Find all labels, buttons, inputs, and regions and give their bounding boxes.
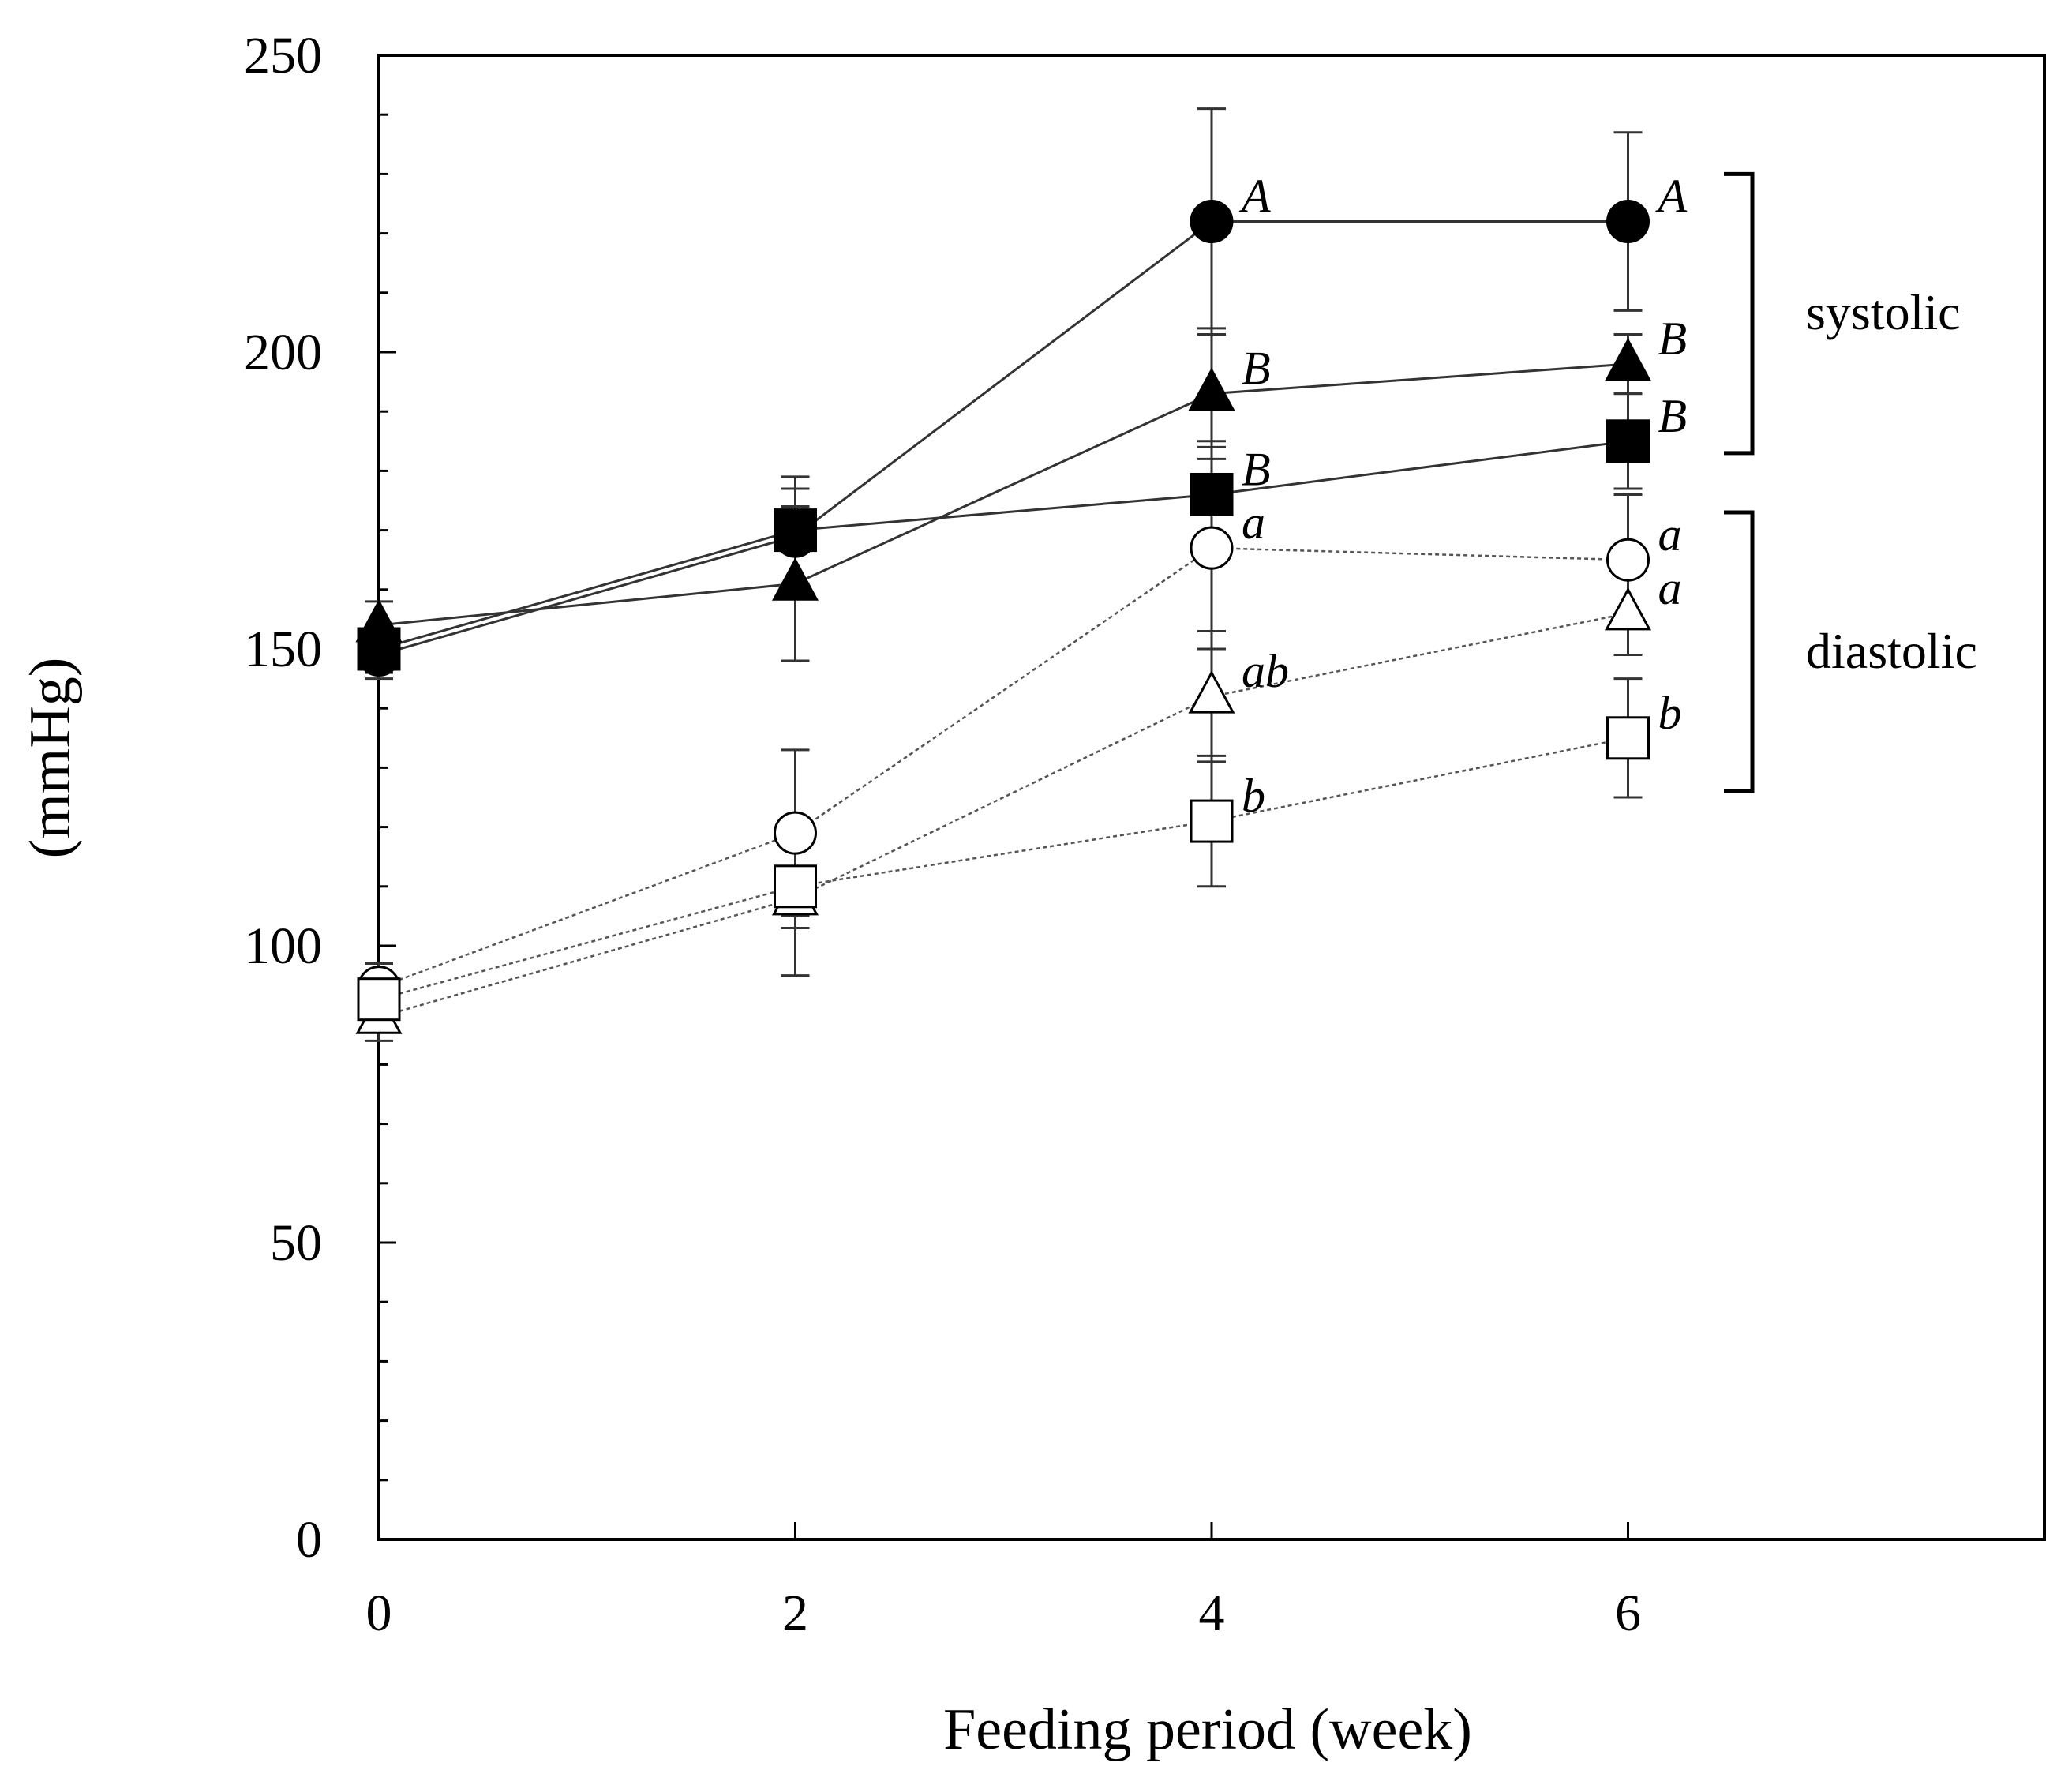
x-tick-label: 0	[366, 1584, 392, 1642]
series-diastolic-triangle	[365, 570, 1643, 1042]
data-point	[357, 627, 401, 671]
systolic-bracket	[1724, 171, 1755, 456]
series-line	[378, 440, 1628, 651]
markers-diastolic-square	[357, 716, 1650, 1022]
data-point	[771, 557, 819, 601]
significance-label: ab	[1242, 645, 1289, 697]
series-line	[378, 220, 1628, 656]
data-point	[774, 864, 817, 909]
y-tick-label: 250	[244, 27, 322, 84]
significance-label: b	[1242, 770, 1265, 822]
data-point	[1604, 337, 1652, 381]
significance-label: b	[1658, 687, 1682, 739]
data-point	[1190, 472, 1234, 516]
y-tick-label: 100	[244, 917, 322, 975]
x-tick-label: 4	[1199, 1584, 1225, 1642]
data-point	[1190, 799, 1234, 843]
data-point	[1190, 526, 1234, 570]
markers-systolic-circle	[357, 200, 1650, 677]
y-tick-label: 200	[244, 324, 322, 381]
significance-label: A	[1238, 171, 1271, 223]
data-point	[774, 508, 817, 553]
markers-systolic-square	[357, 419, 1650, 671]
series-diastolic-circle	[365, 445, 1643, 1013]
data-point	[1188, 670, 1235, 714]
data-point	[774, 811, 817, 855]
y-axis-title: (mmHg)	[18, 658, 83, 859]
significance-label: A	[1655, 171, 1688, 223]
significance-label: a	[1658, 508, 1682, 561]
significance-label: B	[1242, 443, 1271, 495]
x-axis-title: Feeding period (week)	[943, 1697, 1472, 1762]
significance-label: B	[1658, 313, 1688, 365]
systolic-group-label: systolic	[1806, 284, 1961, 340]
data-point	[1606, 200, 1650, 244]
series-line	[378, 612, 1628, 1018]
diastolic-bracket	[1724, 510, 1755, 793]
series-systolic-square	[365, 392, 1643, 674]
data-point	[1190, 200, 1234, 244]
diastolic-group-label: diastolic	[1806, 623, 1977, 679]
y-tick-label: 0	[296, 1511, 322, 1569]
data-point	[1606, 716, 1650, 760]
markers-systolic-triangle	[355, 337, 1652, 643]
series-line	[378, 362, 1628, 627]
y-tick-label: 150	[244, 621, 322, 678]
series-line	[378, 546, 1628, 988]
significance-label: B	[1242, 343, 1271, 395]
markers-diastolic-triangle	[355, 587, 1652, 1034]
series-line	[378, 737, 1628, 1000]
series-diastolic-square	[365, 677, 1643, 1025]
series-systolic-circle	[365, 107, 1643, 681]
data-point	[1606, 419, 1650, 463]
x-tick-label: 6	[1615, 1584, 1641, 1642]
data-point	[1188, 367, 1235, 411]
data-point	[1606, 538, 1650, 582]
significance-label: a	[1658, 562, 1682, 614]
x-tick-label: 2	[782, 1584, 808, 1642]
data-point	[357, 977, 401, 1022]
y-tick-label: 50	[270, 1214, 322, 1272]
data-point	[1604, 587, 1652, 631]
significance-label: B	[1658, 390, 1688, 442]
significance-label: a	[1242, 497, 1265, 549]
